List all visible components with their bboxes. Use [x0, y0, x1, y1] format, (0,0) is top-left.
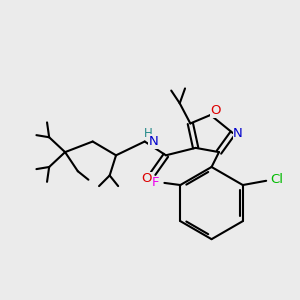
Text: F: F: [152, 176, 160, 189]
Text: N: N: [148, 135, 158, 148]
Text: Cl: Cl: [270, 173, 283, 186]
Text: N: N: [233, 127, 243, 140]
Text: O: O: [142, 172, 152, 185]
Text: H: H: [143, 127, 152, 140]
Text: O: O: [211, 104, 221, 117]
